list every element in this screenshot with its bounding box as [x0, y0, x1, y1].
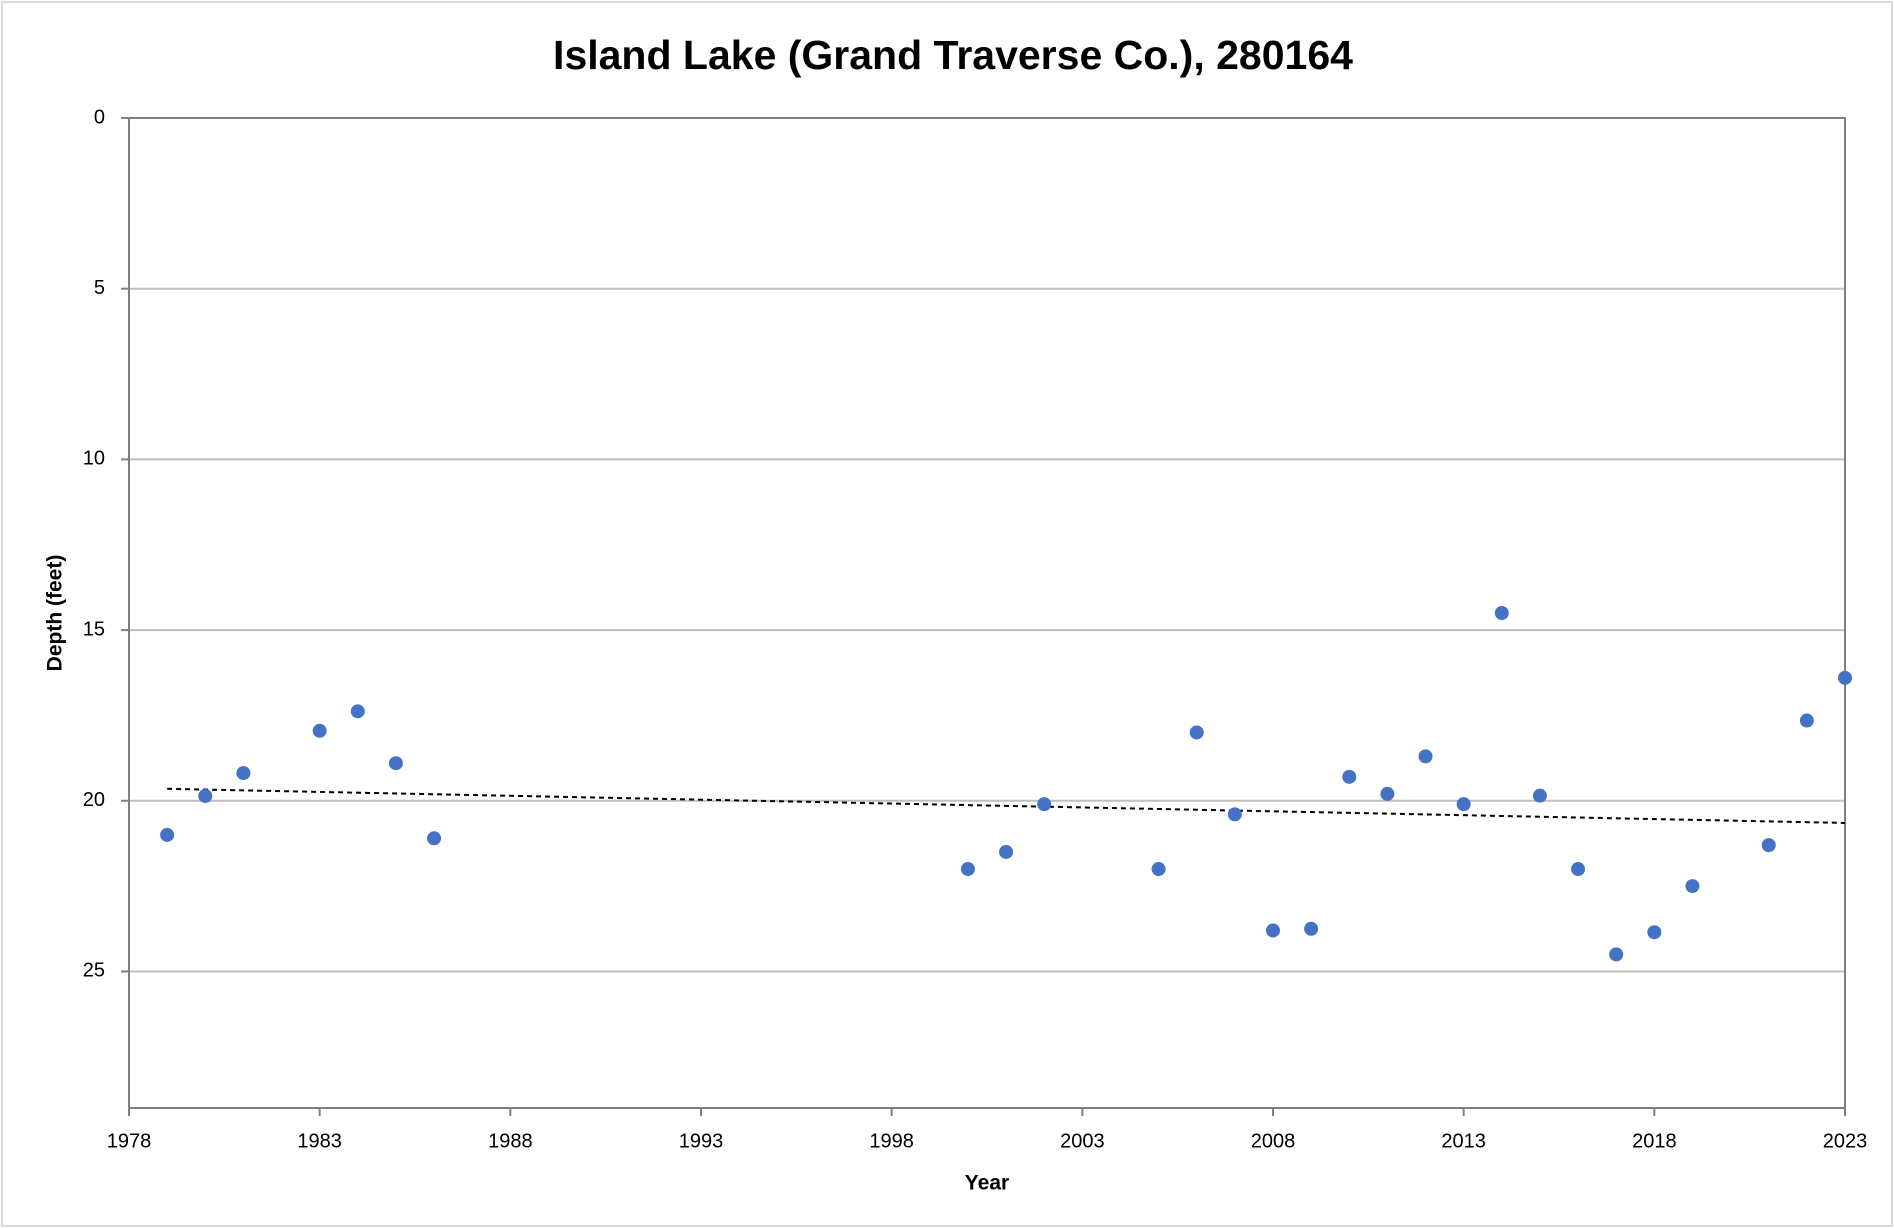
data-point [1609, 947, 1624, 962]
data-point [198, 788, 213, 803]
data-point [1227, 807, 1242, 822]
x-tick-label: 2018 [1632, 1130, 1677, 1152]
data-point [1838, 670, 1852, 685]
data-point [1380, 786, 1395, 801]
x-tick-label: 2003 [1060, 1130, 1105, 1152]
x-tick-label: 2023 [1823, 1130, 1868, 1152]
plot-border [128, 117, 1846, 1109]
data-point [1799, 713, 1814, 728]
data-point [960, 862, 975, 877]
data-point [1571, 862, 1586, 877]
y-tick-label: 15 [83, 618, 105, 640]
x-tick-label: 1978 [107, 1130, 152, 1152]
x-axis-label: Year [965, 1172, 1009, 1195]
data-point [1266, 923, 1280, 938]
y-tick-label: 0 [94, 106, 105, 128]
data-point [1304, 921, 1319, 936]
y-tick-label: 5 [94, 277, 105, 299]
data-point [160, 827, 175, 842]
x-tick-label: 1993 [679, 1130, 724, 1152]
data-point [1151, 862, 1166, 877]
data-point [1494, 606, 1509, 620]
data-point [1189, 725, 1204, 740]
y-tick-label: 10 [83, 448, 105, 470]
data-point [1037, 797, 1052, 812]
y-tick-label: 20 [83, 789, 105, 811]
data-point [350, 704, 365, 719]
y-tick-label: 25 [83, 960, 105, 982]
x-tick-label: 1988 [488, 1130, 533, 1152]
data-point [1685, 879, 1700, 894]
data-point [1647, 925, 1662, 940]
data-point [1342, 769, 1357, 784]
x-tick-label: 2013 [1441, 1130, 1486, 1152]
data-point [999, 844, 1014, 859]
data-point [388, 756, 403, 771]
x-tick-label: 1998 [869, 1130, 914, 1152]
data-point [1532, 788, 1547, 803]
data-point [1761, 838, 1776, 853]
data-point [1418, 749, 1433, 764]
trendline [167, 787, 1846, 824]
data-point [312, 723, 327, 738]
data-point [236, 766, 251, 781]
x-tick-label: 1983 [297, 1130, 342, 1152]
x-tick-label: 2008 [1251, 1130, 1296, 1152]
data-point [427, 831, 442, 846]
data-point [1456, 797, 1471, 812]
chart-title: Island Lake (Grand Traverse Co.), 280164 [553, 32, 1353, 78]
y-axis-label: Depth (feet) [44, 555, 67, 672]
